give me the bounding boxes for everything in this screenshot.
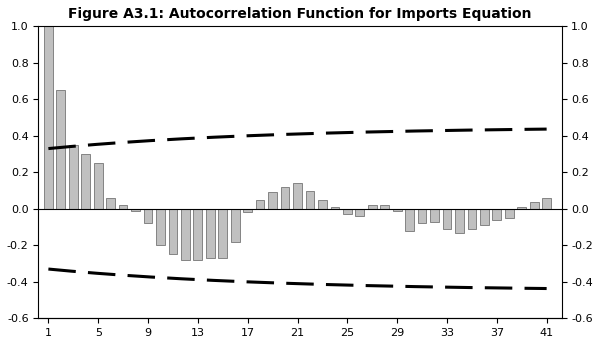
Bar	[467, 209, 476, 229]
Bar	[119, 205, 127, 209]
Bar	[355, 209, 364, 216]
Bar	[82, 154, 90, 209]
Bar	[231, 209, 239, 242]
Bar	[94, 163, 103, 209]
Bar	[542, 198, 551, 209]
Bar	[218, 209, 227, 258]
Bar	[305, 190, 314, 209]
Bar	[430, 209, 439, 221]
Bar	[44, 26, 53, 209]
Bar	[193, 209, 202, 260]
Bar	[480, 209, 489, 225]
Bar	[56, 90, 65, 209]
Bar	[343, 209, 352, 214]
Bar	[281, 187, 289, 209]
Bar	[530, 201, 539, 209]
Bar	[517, 207, 526, 209]
Bar	[443, 209, 451, 229]
Bar	[293, 183, 302, 209]
Bar	[143, 209, 152, 224]
Bar	[256, 200, 265, 209]
Bar	[131, 209, 140, 211]
Bar	[368, 205, 377, 209]
Bar	[244, 209, 252, 213]
Bar	[418, 209, 427, 224]
Bar	[380, 205, 389, 209]
Title: Figure A3.1: Autocorrelation Function for Imports Equation: Figure A3.1: Autocorrelation Function fo…	[68, 7, 532, 21]
Bar	[156, 209, 165, 245]
Bar	[206, 209, 215, 258]
Bar	[268, 193, 277, 209]
Bar	[69, 145, 77, 209]
Bar	[455, 209, 464, 233]
Bar	[318, 200, 327, 209]
Bar	[106, 198, 115, 209]
Bar	[181, 209, 190, 260]
Bar	[405, 209, 414, 231]
Bar	[505, 209, 514, 218]
Bar	[169, 209, 178, 255]
Bar	[393, 209, 401, 211]
Bar	[331, 207, 339, 209]
Bar	[493, 209, 501, 220]
